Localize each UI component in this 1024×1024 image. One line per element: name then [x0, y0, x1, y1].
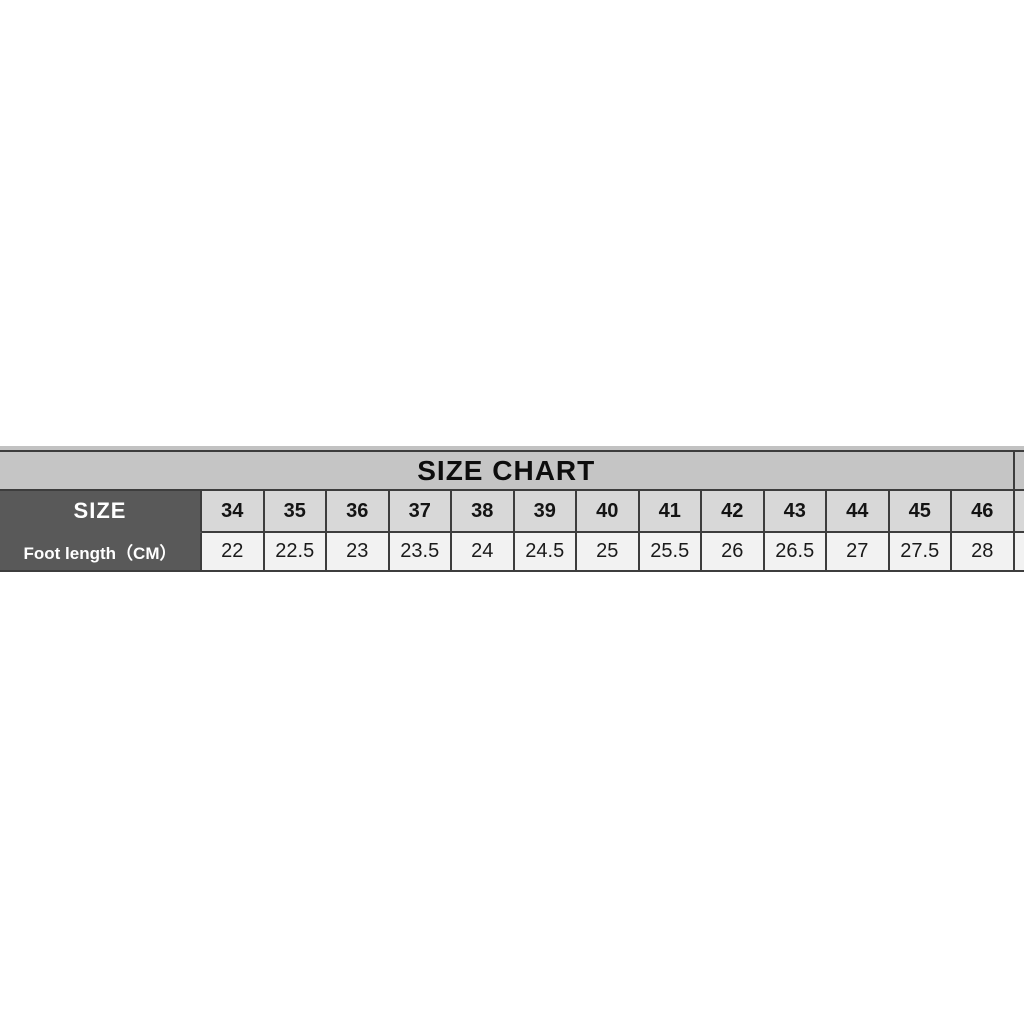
size-cell: 37 — [389, 491, 452, 533]
size-cell: 44 — [827, 491, 890, 533]
size-cell: 42 — [702, 491, 765, 533]
size-chart-grid: SIZE CHART SIZE 34 35 36 37 38 39 40 41 … — [0, 452, 1024, 572]
size-cell: 43 — [764, 491, 827, 533]
foot-length-cell: 22.5 — [264, 533, 327, 572]
foot-length-cell: 25.5 — [639, 533, 702, 572]
size-cell: 35 — [264, 491, 327, 533]
size-chart-table: SIZE CHART SIZE 34 35 36 37 38 39 40 41 … — [0, 450, 1024, 572]
cropped-row-sliver — [0, 446, 1024, 450]
foot-length-cell: 23.5 — [389, 533, 452, 572]
cropped-column-sliver-size — [1014, 491, 1024, 533]
size-cell: 34 — [202, 491, 265, 533]
size-chart-strip: SIZE CHART SIZE 34 35 36 37 38 39 40 41 … — [0, 446, 1024, 572]
cropped-column-sliver-value — [1014, 533, 1024, 572]
foot-length-cell: 23 — [327, 533, 390, 572]
cropped-column-sliver-title — [1014, 452, 1024, 491]
size-cell: 40 — [577, 491, 640, 533]
foot-length-cell: 25 — [577, 533, 640, 572]
size-cell: 46 — [952, 491, 1015, 533]
size-cell: 38 — [452, 491, 515, 533]
row-header-foot-length: Foot length（CM） — [0, 533, 202, 572]
foot-length-cell: 26 — [702, 533, 765, 572]
foot-length-cell: 24.5 — [514, 533, 577, 572]
size-cell: 36 — [327, 491, 390, 533]
size-cell: 45 — [889, 491, 952, 533]
foot-length-cell: 28 — [952, 533, 1015, 572]
size-cell: 39 — [514, 491, 577, 533]
foot-length-cell: 27 — [827, 533, 890, 572]
chart-title: SIZE CHART — [0, 452, 1015, 491]
size-cell: 41 — [639, 491, 702, 533]
foot-length-cell: 27.5 — [889, 533, 952, 572]
foot-length-cell: 26.5 — [764, 533, 827, 572]
foot-length-cell: 22 — [202, 533, 265, 572]
foot-length-cell: 24 — [452, 533, 515, 572]
row-header-size: SIZE — [0, 491, 202, 533]
